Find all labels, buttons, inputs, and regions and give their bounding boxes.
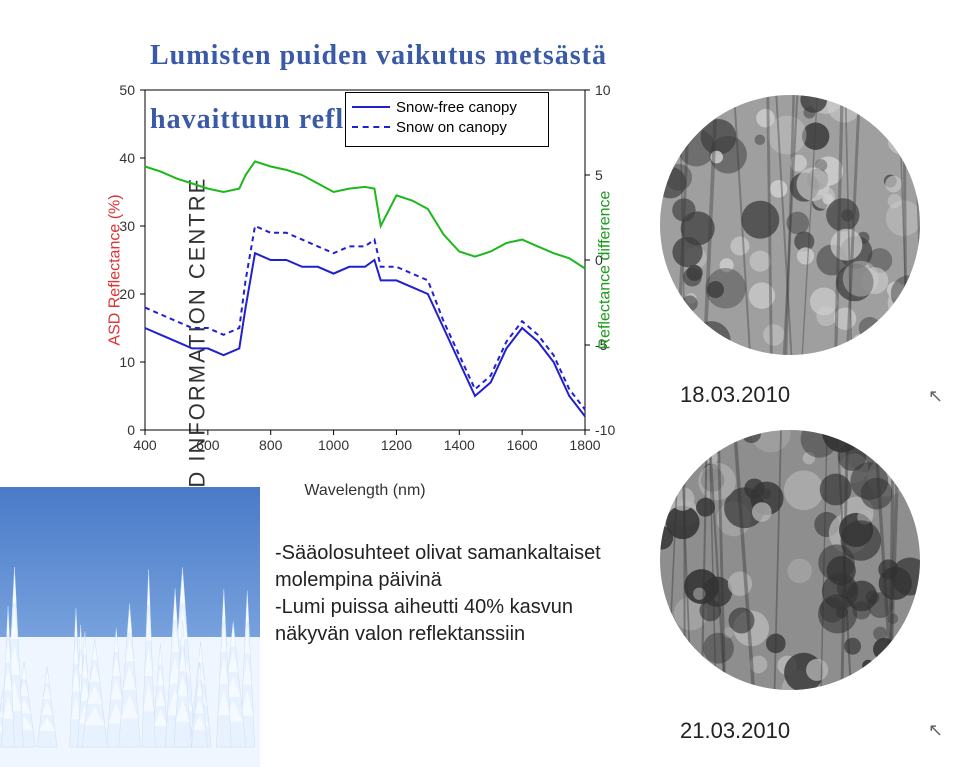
findings-text: -Sääolosuhteet olivat samankaltaiset mol… <box>275 540 625 648</box>
svg-text:800: 800 <box>259 437 283 453</box>
svg-text:50: 50 <box>119 82 135 98</box>
legend-label-snowfree: Snow-free canopy <box>396 99 517 116</box>
chart-legend: Snow-free canopy Snow on canopy <box>345 92 549 147</box>
svg-text:1400: 1400 <box>444 437 475 453</box>
svg-text:0: 0 <box>127 422 135 438</box>
pointer-arrow-2: ↖ <box>928 720 943 741</box>
y-axis-left-label: ASD Reflectance (%) <box>107 194 125 345</box>
svg-text:1600: 1600 <box>507 437 538 453</box>
x-axis-label: Wavelength (nm) <box>304 482 425 500</box>
svg-text:1800: 1800 <box>569 437 600 453</box>
y-axis-right-label: Reflectance difference <box>597 191 615 350</box>
legend-label-snowon: Snow on canopy <box>396 119 507 136</box>
svg-text:10: 10 <box>119 354 135 370</box>
svg-text:1000: 1000 <box>318 437 349 453</box>
legend-swatch-snowfree <box>352 106 390 108</box>
svg-text:5: 5 <box>595 167 603 183</box>
legend-swatch-snowon <box>352 126 390 128</box>
snowy-forest-photo <box>0 487 260 767</box>
date-label-2: 21.03.2010 <box>680 718 790 744</box>
svg-text:40: 40 <box>119 150 135 166</box>
svg-text:600: 600 <box>196 437 220 453</box>
svg-text:1200: 1200 <box>381 437 412 453</box>
svg-text:10: 10 <box>595 82 611 98</box>
pointer-arrow-1: ↖ <box>928 386 943 407</box>
title-line-1: Lumisten puiden vaikutus metsästä <box>150 40 607 71</box>
forest-image-2 <box>660 430 920 690</box>
date-label-1: 18.03.2010 <box>680 382 790 408</box>
bullet-2: -Lumi puissa aiheutti 40% kasvun näkyvän… <box>275 594 625 648</box>
svg-text:400: 400 <box>133 437 157 453</box>
bullet-1: -Sääolosuhteet olivat samankaltaiset mol… <box>275 540 625 594</box>
svg-text:-10: -10 <box>595 422 615 438</box>
reflectance-chart: 4006008001000120014001600180001020304050… <box>95 80 635 460</box>
forest-image-1 <box>660 95 920 355</box>
